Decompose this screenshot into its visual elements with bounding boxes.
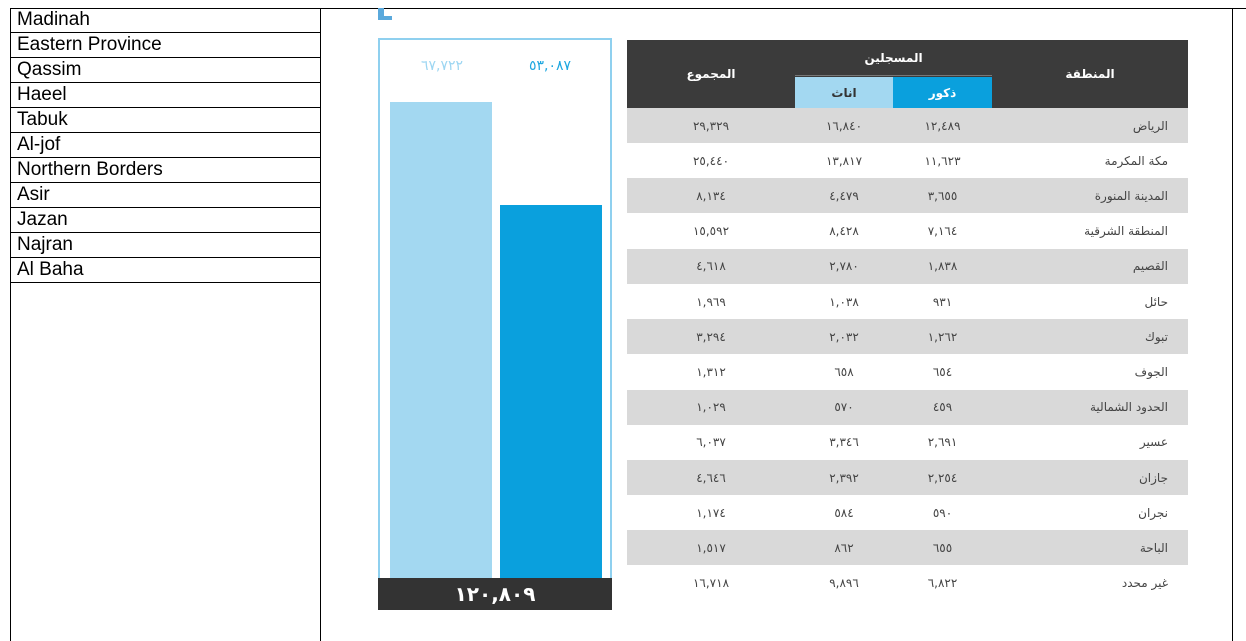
cell: ١,٩٦٩ bbox=[627, 284, 795, 319]
list-item: Tabuk bbox=[10, 108, 321, 133]
cell: ١٦,٨٤٠ bbox=[795, 108, 893, 143]
header-cell: المنطقة bbox=[992, 40, 1188, 108]
figure: ٦٧,٧٢٢ ٥٣,٠٨٧ ١٢٠,٨٠٩ bbox=[378, 38, 612, 610]
cell: ٢,٢٥٤ bbox=[893, 460, 992, 495]
region-cell: تبوك bbox=[992, 319, 1188, 354]
list-item: Al Baha bbox=[10, 258, 321, 283]
header-cell: اناث bbox=[795, 77, 893, 108]
cell: ٢,٦٩١ bbox=[893, 425, 992, 460]
region-cell: الجوف bbox=[992, 354, 1188, 389]
cell: ١,٢٦٢ bbox=[893, 319, 992, 354]
cell: ١,٠٢٩ bbox=[627, 390, 795, 425]
cell: ١٥,٥٩٢ bbox=[627, 214, 795, 249]
page: MadinahEastern ProvinceQassimHaeelTabukA… bbox=[0, 0, 1246, 641]
region-cell: المنطقة الشرقية bbox=[992, 214, 1188, 249]
cell: ٥٩٠ bbox=[893, 495, 992, 530]
female-label: ٦٧,٧٢٢ bbox=[392, 58, 492, 74]
region-cell: غير محدد bbox=[992, 566, 1188, 601]
bar-area bbox=[390, 82, 602, 578]
cell: ٩٣١ bbox=[893, 284, 992, 319]
cell: ٤,٦١٨ bbox=[627, 249, 795, 284]
cell: ١,١٧٤ bbox=[627, 495, 795, 530]
region-cell: الباحة bbox=[992, 530, 1188, 565]
cell: ١,٣١٢ bbox=[627, 354, 795, 389]
cell: ٦٥٨ bbox=[795, 354, 893, 389]
cell: ١,٨٣٨ bbox=[893, 249, 992, 284]
region-cell: الحدود الشمالية bbox=[992, 390, 1188, 425]
region-cell: عسير bbox=[992, 425, 1188, 460]
cell: ٥٨٤ bbox=[795, 495, 893, 530]
cell: ٤,٦٤٦ bbox=[627, 460, 795, 495]
header-cell: ذكور bbox=[893, 77, 992, 108]
cell: ٤,٤٧٩ bbox=[795, 178, 893, 213]
cell: ٨,٤٢٨ bbox=[795, 214, 893, 249]
cell: ٣,٦٥٥ bbox=[893, 178, 992, 213]
cell: ١٦,٧١٨ bbox=[627, 566, 795, 601]
cell: ٣,٢٩٤ bbox=[627, 319, 795, 354]
cell: ٦,٨٢٢ bbox=[893, 566, 992, 601]
cell: ٩,٨٩٦ bbox=[795, 566, 893, 601]
cell: ٣,٣٤٦ bbox=[795, 425, 893, 460]
region-cell: مكة المكرمة bbox=[992, 143, 1188, 178]
cell: ٨,١٣٤ bbox=[627, 178, 795, 213]
list-item: Madinah bbox=[10, 8, 321, 33]
bar bbox=[500, 205, 602, 578]
cell: ٧,١٦٤ bbox=[893, 214, 992, 249]
region-cell: جازان bbox=[992, 460, 1188, 495]
cell: ١,٠٣٨ bbox=[795, 284, 893, 319]
region-cell: نجران bbox=[992, 495, 1188, 530]
bar bbox=[390, 102, 492, 578]
region-cell: المدينة المنورة bbox=[992, 178, 1188, 213]
list-item: Northern Borders bbox=[10, 158, 321, 183]
header-cell: المجموع bbox=[627, 40, 795, 108]
cell: ٢,٠٣٢ bbox=[795, 319, 893, 354]
total-label: ١٢٠,٨٠٩ bbox=[378, 578, 612, 610]
male-label: ٥٣,٠٨٧ bbox=[500, 58, 600, 74]
cell: ١١,٦٢٣ bbox=[893, 143, 992, 178]
cell: ٨٦٢ bbox=[795, 530, 893, 565]
list-item: Asir bbox=[10, 183, 321, 208]
list-item: Haeel bbox=[10, 83, 321, 108]
corner-mark bbox=[378, 16, 392, 20]
right-border bbox=[1232, 8, 1233, 641]
cell: ١,٥١٧ bbox=[627, 530, 795, 565]
cell: ٦,٠٣٧ bbox=[627, 425, 795, 460]
cell: ٥٧٠ bbox=[795, 390, 893, 425]
list-item: Al-jof bbox=[10, 133, 321, 158]
cell: ٦٥٤ bbox=[893, 354, 992, 389]
header-cell: المسجلين bbox=[795, 40, 992, 76]
list-item: Najran bbox=[10, 233, 321, 258]
region-cell: القصيم bbox=[992, 249, 1188, 284]
list-item: Eastern Province bbox=[10, 33, 321, 58]
region-cell: الرياض bbox=[992, 108, 1188, 143]
cell: ٢,٧٨٠ bbox=[795, 249, 893, 284]
cell: ١٣,٨١٧ bbox=[795, 143, 893, 178]
cell: ٢٩,٣٢٩ bbox=[627, 108, 795, 143]
cell: ٢٥,٤٤٠ bbox=[627, 143, 795, 178]
cell: ٦٥٥ bbox=[893, 530, 992, 565]
region-cell: حائل bbox=[992, 284, 1188, 319]
cell: ٢,٣٩٢ bbox=[795, 460, 893, 495]
cell: ٤٥٩ bbox=[893, 390, 992, 425]
list-item: Qassim bbox=[10, 58, 321, 83]
cell: ١٢,٤٨٩ bbox=[893, 108, 992, 143]
list-item: Jazan bbox=[10, 208, 321, 233]
